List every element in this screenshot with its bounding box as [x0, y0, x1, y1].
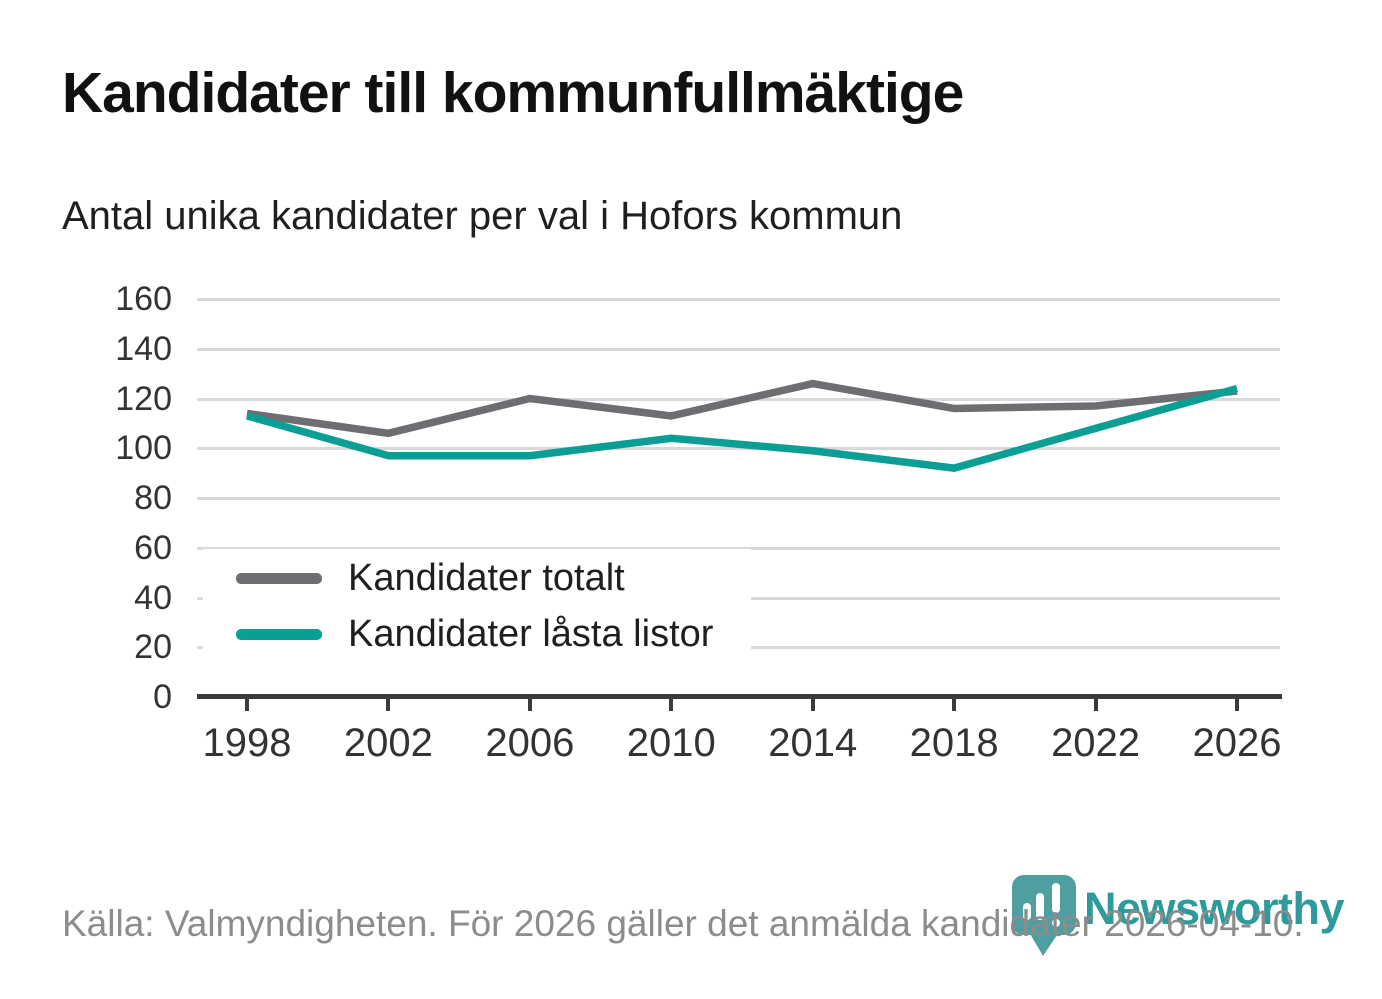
y-axis-tick-label: 120 [115, 379, 172, 418]
gridline [197, 497, 1280, 500]
x-axis-tick [810, 699, 815, 711]
gridline [197, 347, 1280, 351]
source-note: Källa: Valmyndigheten. För 2026 gäller d… [62, 903, 1304, 944]
legend-item: Kandidater totalt [203, 553, 751, 603]
x-axis-tick [386, 699, 391, 711]
x-axis-tick [952, 699, 957, 711]
y-axis-tick-label: 0 [153, 678, 172, 716]
x-axis-tick [245, 699, 249, 711]
y-axis-tick-label: 140 [115, 329, 172, 368]
gridline [197, 546, 1280, 550]
x-axis-tick-label: 2026 [1192, 721, 1282, 765]
legend-label: Kandidater totalt [348, 556, 625, 599]
legend-swatch [236, 572, 322, 584]
y-axis-tick-label: 80 [134, 479, 172, 517]
x-axis-line [197, 694, 1282, 699]
legend-swatch [236, 628, 322, 640]
x-axis-tick-label: 2022 [1051, 721, 1141, 765]
x-axis-tick-label: 2014 [768, 721, 858, 765]
legend-item: Kandidater låsta listor [203, 609, 751, 659]
x-axis-tick [527, 699, 532, 711]
gridline [197, 447, 1280, 451]
x-axis-tick-label: 2002 [343, 721, 433, 765]
series-line-kandidater-totalt [246, 379, 1238, 438]
chart-subtitle: Antal unika kandidater per val i Hofors … [62, 194, 903, 238]
newsworthy-logo-text: Newsworthy [1084, 883, 1345, 934]
gridline [197, 298, 1280, 301]
x-axis-tick [1093, 699, 1098, 711]
y-axis-tick-label: 60 [134, 528, 172, 567]
x-axis-tick [1235, 699, 1239, 711]
y-axis-tick-label: 40 [134, 578, 172, 617]
legend-label: Kandidater låsta listor [348, 612, 714, 655]
x-axis-tick-label: 2010 [626, 721, 716, 765]
x-axis-tick-label: 1998 [202, 721, 292, 765]
newsworthy-logo: Newsworthy [1012, 875, 1345, 959]
y-axis-tick-label: 160 [115, 280, 172, 318]
x-axis-tick [669, 699, 674, 711]
x-axis-tick-label: 2006 [485, 721, 575, 765]
y-axis-tick-label: 100 [115, 429, 172, 468]
y-axis-tick-label: 20 [134, 628, 172, 667]
x-axis-tick-label: 2018 [909, 721, 999, 765]
newsworthy-logo-icon [1012, 875, 1076, 956]
gridline [197, 397, 1280, 401]
chart-title: Kandidater till kommunfullmäktige [62, 61, 964, 125]
chart-legend: Kandidater totalt Kandidater låsta listor [203, 549, 751, 665]
